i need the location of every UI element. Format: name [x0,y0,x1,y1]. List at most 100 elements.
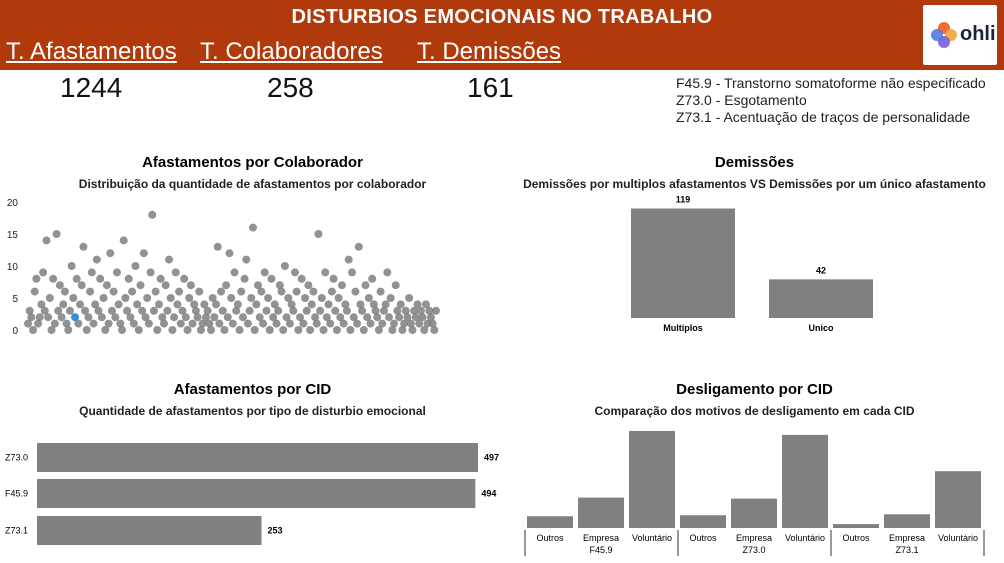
scatter-point [324,300,333,309]
scatter-point [361,281,370,290]
scatter-point [282,313,291,322]
desligamento-category-label: Empresa [736,533,772,543]
scatter-point [138,306,147,315]
scatter-point [119,236,128,245]
scatter-point [274,306,283,315]
scatter-point [191,306,200,315]
scatter-point [107,306,116,315]
scatter-point [343,306,352,315]
scatter-y-tick-label: 20 [7,198,19,209]
desligamento-group-label: Z73.0 [742,545,765,555]
scatter-point [415,319,424,328]
scatter-point [109,287,118,296]
demissoes-bar [631,208,735,318]
scatter-point [154,300,163,309]
scatter-point [237,287,246,296]
scatter-point [233,300,242,309]
desligamento-chart: Outros Empresa Voluntário F45.9 Outros Empres… [524,430,985,556]
scatter-point [213,242,222,251]
scatter-point [42,236,51,245]
scatter-point [25,306,34,315]
cid-category-label: Z73.0 [5,453,28,463]
demissoes-category-label: Unico [808,323,834,333]
scatter-point [289,306,298,315]
desligamento-bar [833,524,879,528]
scatter-point [430,326,439,334]
scatter-point [400,319,409,328]
scatter-point [302,306,311,315]
scatter-point [296,313,304,322]
scatter-point [123,306,132,315]
scatter-point [416,306,425,315]
kpi-demissoes-value: 161 [467,72,514,103]
scatter-point [143,294,152,302]
demissoes-chart-subtitle: Demissões por multiplos afastamentos VS … [523,177,986,191]
scatter-point [112,268,121,277]
scatter-point [406,319,415,328]
scatter-point [413,300,422,309]
scatter-point [265,326,274,334]
scatter-point [240,274,249,283]
scatter-point [50,319,59,328]
scatter-point [37,300,46,309]
desligamento-chart-subtitle: Comparação dos motivos de desligamento e… [594,404,915,418]
scatter-point [94,306,103,315]
scatter-point [420,326,429,334]
scatter-point [178,306,187,315]
desligamento-bar [782,434,828,528]
desligamento-group-label: Z73.1 [895,545,918,555]
scatter-point [27,313,36,322]
desligamento-category-label: Outros [842,533,870,543]
scatter-point [259,319,268,328]
scatter-point [348,268,357,277]
scatter-point [351,287,360,296]
cid-chart-subtitle: Quantidade de afastamentos por tipo de d… [79,404,426,418]
kpi-colaboradores-link[interactable]: T. Colaboradores [200,38,383,65]
scatter-point [161,281,170,290]
scatter-point [54,306,63,315]
scatter-point [195,287,204,296]
desligamento-bar [578,497,624,528]
scatter-point [151,287,160,296]
kpi-demissoes-link[interactable]: T. Demissões [417,38,562,65]
scatter-point [222,281,231,290]
cid-legend-item: F45.9 - Transtorno somatoforme não espec… [676,75,986,91]
scatter-point [405,294,414,302]
scatter-point [331,306,340,315]
cid-bar [37,443,478,472]
scatter-point [383,268,392,277]
scatter-point [74,319,83,328]
scatter-y-tick-label: 15 [7,230,19,241]
scatter-point [59,300,68,309]
scatter-point [111,313,120,322]
desligamento-group-label: F45.9 [589,545,612,555]
scatter-point [87,268,96,277]
scatter-point [262,306,271,315]
scatter-point [368,274,377,283]
scatter-point [186,281,195,290]
scatter-point [252,300,261,309]
scatter-point [82,326,91,334]
scatter-point [217,287,226,296]
scatter-point [403,313,412,322]
scatter-point [180,274,189,283]
scatter-point [176,319,185,328]
scatter-point [379,306,388,315]
scatter-point [381,300,390,309]
scatter-point [353,319,362,328]
desligamento-bar [884,514,930,528]
scatter-point [170,313,179,322]
scatter-point [393,306,402,315]
kpi-afastamentos-link[interactable]: T. Afastamentos [6,38,177,65]
scatter-point [339,319,348,328]
scatter-point [408,326,417,334]
scatter-point [321,268,330,277]
scatter-point [312,319,321,328]
scatter-point [248,223,257,232]
scatter-point [166,294,175,302]
scatter-point [410,306,419,315]
scatter-chart-subtitle: Distribuição da quantidade de afastament… [78,177,427,191]
scatter-point [311,313,320,322]
desligamento-bar [731,498,777,528]
scatter-point [334,294,343,302]
